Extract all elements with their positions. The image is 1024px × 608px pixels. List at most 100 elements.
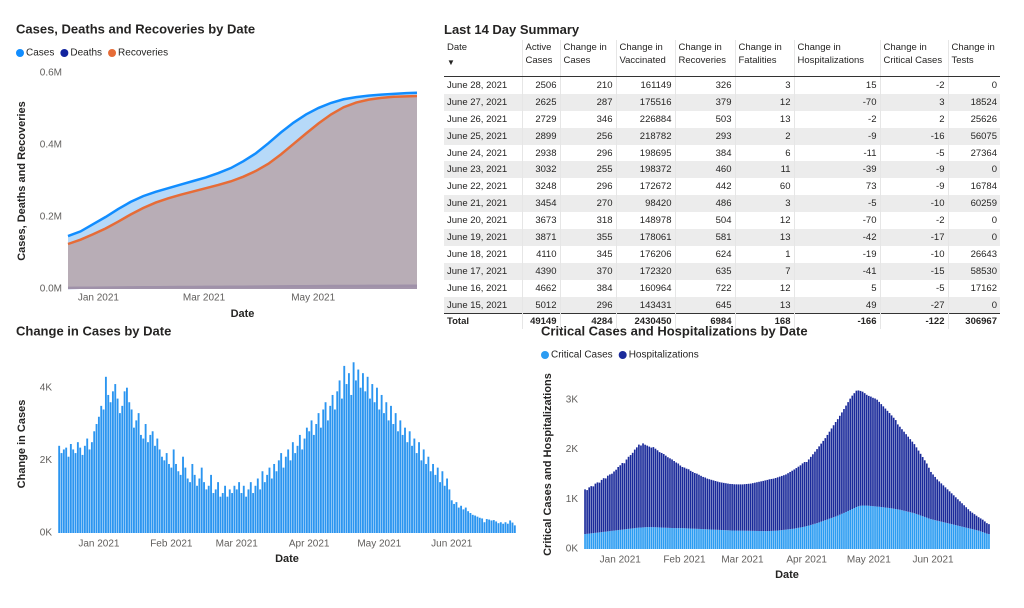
bar [513,525,516,533]
bar-segment [772,478,775,531]
bar [161,456,163,533]
bar [207,485,210,533]
bar-segment [588,533,591,549]
bar-segment [656,450,659,528]
bar [502,523,505,533]
table-cell: 4662 [521,279,560,297]
table-row: June 28, 2021 2506 210 161149 326 3 15 -2 0 [444,76,1000,94]
bar-segment [847,402,849,511]
bar [252,493,255,533]
bar [189,482,191,533]
table-row: June 18, 2021 4110 345 176206 624 1 -19 -10 2664… [444,245,1000,263]
bar [128,402,131,533]
table-cell: -10 [879,195,948,213]
bar [303,438,306,533]
bar-segment [925,463,928,518]
y-tick-label: 1K [566,494,579,505]
bar [158,449,161,533]
bar-segment [716,529,719,549]
bar-segment [919,453,922,516]
bar-segment [712,529,715,549]
bar-segment [986,523,988,534]
bar-segment [822,440,825,521]
bar [93,431,96,533]
bar-segment [712,480,715,530]
bar [170,467,173,533]
bar-segment [865,394,868,506]
bar [495,521,498,533]
bar-segment [963,527,965,549]
bar-segment [613,530,615,549]
bar-segment [615,469,617,531]
bar [247,489,250,533]
bar-segment [629,528,632,549]
bar-segment [756,530,758,549]
y-axis-title: Critical Cases and Hospitalizations [542,373,554,556]
bar [467,511,470,533]
bar-segment [598,532,601,549]
column-header: Date ▼ [444,40,522,77]
table-cell: 49 [793,296,880,314]
table-cell: -15 [879,262,948,280]
bar [219,496,222,533]
bar-segment [942,485,945,523]
bar-segment [867,395,870,506]
bar-segment [696,473,698,529]
bar-segment [644,444,646,528]
bar-segment [917,450,920,515]
x-tick-label: Jan 2021 [78,539,120,550]
bar-segment [702,529,704,549]
table-cell: 3248 [521,178,560,196]
bar-segment [959,501,961,527]
bar-segment [905,434,907,512]
bar-segment [913,513,916,549]
bar [65,447,68,533]
bar [319,427,322,533]
bar-segment [899,509,901,549]
bar [273,463,276,533]
bar-segment [770,530,773,549]
bar [460,505,463,533]
table-cell: -5 [879,279,948,297]
bar-segment [981,532,984,549]
bar-segment [872,397,874,507]
table-cell: 4110 [521,245,560,263]
bar-segment [714,481,717,530]
bar-segment [739,530,742,549]
summary-table: Date ▼ Active Cases Change in Cases Change i… [444,40,1000,330]
bar-segment [791,528,794,549]
bar-segment [633,528,636,549]
bar [326,420,329,533]
bar [359,387,362,533]
bar-segment [638,444,640,528]
bar [226,496,229,533]
y-tick-label: 0K [566,544,579,555]
bar-segment [722,530,725,549]
bar-segment [648,446,651,528]
bar-segment [901,510,903,549]
bar-segment [758,531,760,549]
bar [102,409,105,533]
bar [397,431,399,533]
bar [429,471,432,533]
table-cell: 355 [559,229,616,246]
bar-segment [729,530,731,549]
bar-segment [604,531,607,549]
bar-segment [923,516,926,549]
bar [422,449,425,533]
bar [210,474,212,533]
bar-segment [903,431,905,511]
bar-segment [635,527,638,549]
table-cell: June 17, 2021 [444,262,522,280]
bar-segment [598,482,601,533]
bar-segment [959,526,961,549]
table-cell: 379 [674,93,735,111]
table-cell: 293 [674,127,735,145]
bar [240,493,243,533]
bar-segment [683,467,686,529]
bar-segment [664,455,667,528]
table-cell: -9 [793,127,880,145]
bar-segment [727,483,729,531]
bar [329,405,332,533]
bar-segment [832,425,835,518]
